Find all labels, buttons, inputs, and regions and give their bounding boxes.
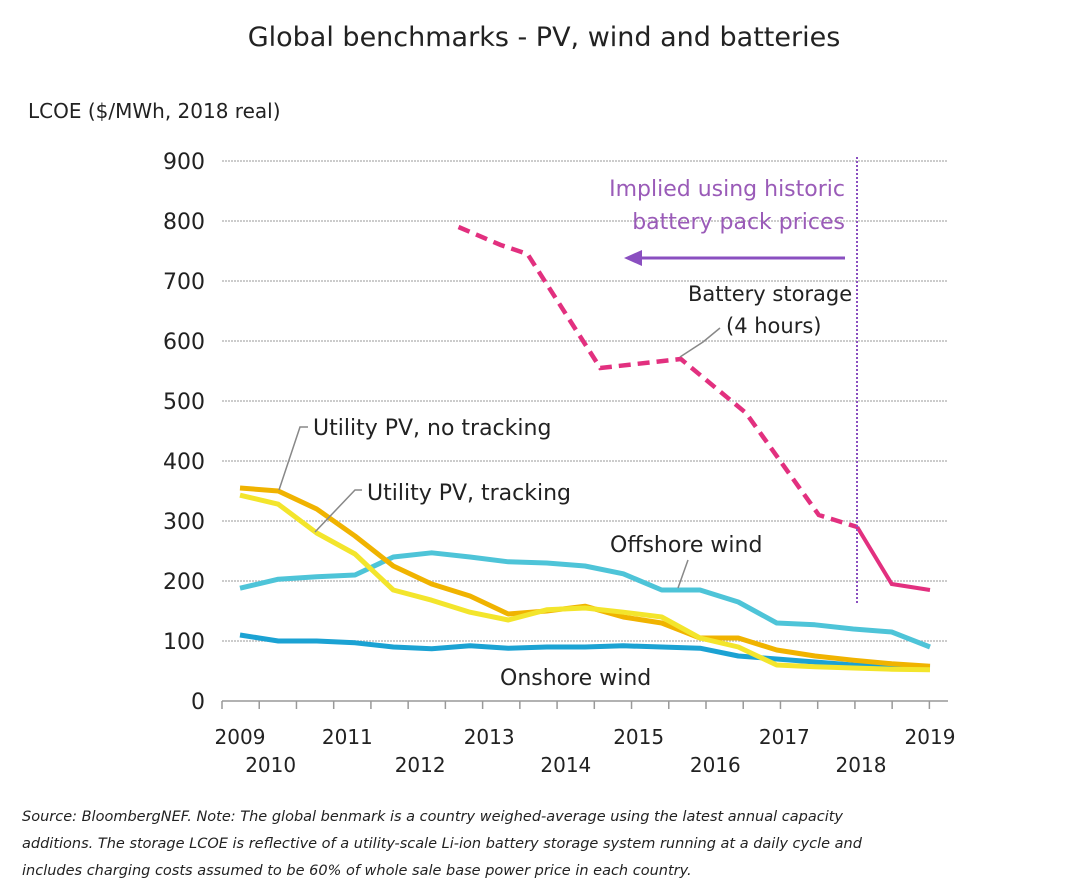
offshore-leader xyxy=(677,559,689,589)
x-tick-label: 2019 xyxy=(905,725,956,749)
pv-tracking-label: Utility PV, tracking xyxy=(367,481,571,506)
pv-no-tracking-label: Utility PV, no tracking xyxy=(313,416,551,441)
y-tick-label: 300 xyxy=(163,510,205,535)
offshore-label: Offshore wind xyxy=(610,533,762,558)
x-tick-label: 2018 xyxy=(836,753,887,777)
y-tick-label: 500 xyxy=(163,390,205,415)
chart-title: Global benchmarks - PV, wind and batteri… xyxy=(248,22,841,53)
battery-label-2: (4 hours) xyxy=(726,314,821,338)
source-line-3: includes charging costs assumed to be 60… xyxy=(22,863,692,879)
y-axis-label: LCOE ($/MWh, 2018 real) xyxy=(28,99,281,123)
series-battery-storage-4-hours-dashed xyxy=(457,224,858,530)
series-utility-pv-tracking xyxy=(239,492,931,673)
x-tick-label: 2012 xyxy=(395,753,446,777)
y-tick-label: 200 xyxy=(163,570,205,595)
y-tick-label: 400 xyxy=(163,450,205,475)
x-tick-label: 2015 xyxy=(613,725,664,749)
x-tick-label: 2017 xyxy=(759,725,810,749)
series-battery-storage-4-hours-solid xyxy=(855,525,931,592)
implied-label-2: battery pack prices xyxy=(632,210,845,235)
y-tick-label: 800 xyxy=(163,210,205,235)
x-tick-label: 2016 xyxy=(690,753,741,777)
source-line-2: additions. The storage LCOE is reflectiv… xyxy=(22,836,863,852)
y-tick-label: 600 xyxy=(163,330,205,355)
onshore-label: Onshore wind xyxy=(500,666,651,691)
x-tick-label: 2011 xyxy=(322,725,373,749)
pv-tracking-leader xyxy=(314,489,362,533)
series-offshore-wind xyxy=(239,550,931,650)
y-tick-label: 900 xyxy=(163,150,205,175)
x-tick-label: 2013 xyxy=(464,725,515,749)
source-line-1: Source: BloombergNEF. Note: The global b… xyxy=(22,809,843,825)
x-tick-label: 2014 xyxy=(540,753,591,777)
y-tick-label: 100 xyxy=(163,630,205,655)
series-onshore-wind xyxy=(239,632,931,671)
y-tick-label: 0 xyxy=(191,690,205,715)
battery-label-1: Battery storage xyxy=(688,282,852,306)
arrow-head-icon xyxy=(624,250,642,266)
x-tick-label: 2010 xyxy=(245,753,296,777)
implied-label-1: Implied using historic xyxy=(609,177,845,202)
x-tick-label: 2009 xyxy=(215,725,266,749)
battery-leader xyxy=(679,327,721,358)
pv-no-tracking-leader xyxy=(278,426,308,491)
y-tick-label: 700 xyxy=(163,270,205,295)
